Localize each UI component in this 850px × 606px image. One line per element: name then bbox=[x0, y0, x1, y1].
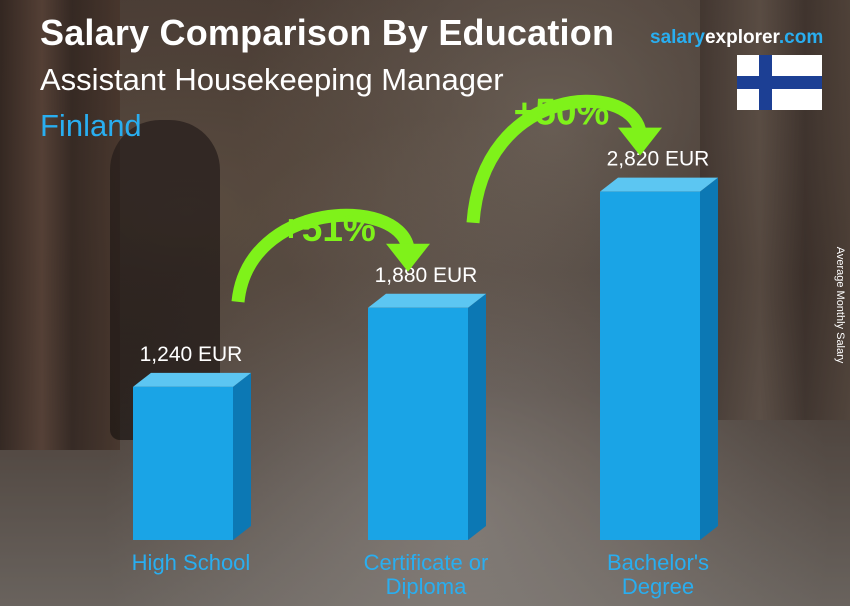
chart-title: Salary Comparison By Education bbox=[40, 12, 615, 53]
growth-arrow-0 bbox=[231, 208, 415, 303]
bar-top-1 bbox=[368, 293, 486, 308]
growth-label-1: +50% bbox=[514, 92, 610, 133]
category-label-2-0: Bachelor's bbox=[607, 550, 709, 575]
brand-part-salary: salary bbox=[650, 27, 705, 48]
bar-1 bbox=[368, 307, 468, 540]
value-label-1: 1,880 EUR bbox=[375, 264, 478, 287]
bar-top-0 bbox=[133, 372, 251, 387]
finland-flag-icon bbox=[737, 55, 822, 110]
y-axis-label: Average Monthly Salary bbox=[833, 240, 847, 370]
category-label-0-0: High School bbox=[132, 550, 251, 575]
background-curtain-left bbox=[0, 0, 120, 450]
brand-logo[interactable]: salaryexplorer.com bbox=[650, 27, 823, 49]
bar-2 bbox=[600, 191, 700, 540]
growth-label-0: +51% bbox=[280, 208, 376, 249]
brand-part-explorer: explorer bbox=[704, 27, 779, 48]
growth-arrowhead-0 bbox=[386, 243, 430, 272]
y-axis-label-text: Average Monthly Salary bbox=[834, 246, 846, 364]
bar-side-2 bbox=[700, 177, 718, 540]
bar-side-0 bbox=[233, 372, 251, 540]
bar-side-1 bbox=[468, 293, 486, 540]
growth-arrowhead-1 bbox=[618, 127, 662, 156]
value-label-0: 1,240 EUR bbox=[140, 343, 243, 366]
bar-top-2 bbox=[600, 177, 718, 192]
country-label: Finland bbox=[40, 108, 142, 143]
growth-arrow-1 bbox=[466, 94, 647, 224]
bar-0 bbox=[133, 386, 233, 540]
category-label-1-0: Certificate or bbox=[364, 550, 489, 575]
value-label-2: 2,820 EUR bbox=[607, 148, 710, 171]
brand-part-com: .com bbox=[778, 27, 824, 48]
job-title: Assistant Housekeeping Manager bbox=[40, 62, 504, 97]
category-label-1-1: Diploma bbox=[386, 574, 467, 599]
category-label-2-1: Degree bbox=[622, 574, 694, 599]
